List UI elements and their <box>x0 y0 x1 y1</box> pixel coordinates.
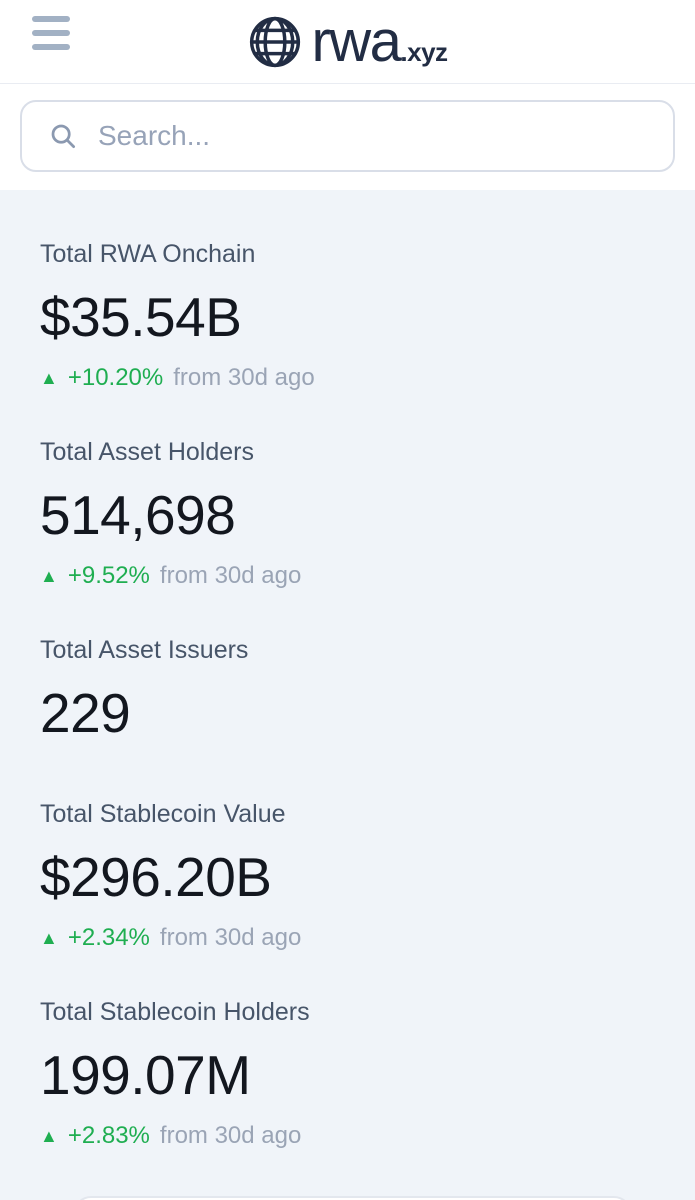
change-suffix: from 30d ago <box>159 1122 302 1149</box>
stat-label: Total Stablecoin Holders <box>40 998 310 1026</box>
stat-value: 199.07M <box>40 1044 251 1106</box>
change-percent: +2.83% <box>67 1122 150 1149</box>
change-suffix: from 30d ago <box>173 364 315 391</box>
logo-suffix: .xyz <box>400 36 448 67</box>
stat-total-rwa-onchain: Total RWA Onchain $35.54B ▲ +10.20% from… <box>40 240 665 392</box>
stat-total-asset-issuers: Total Asset Issuers 229 <box>40 636 665 742</box>
change-percent: +9.52% <box>67 562 150 589</box>
menu-button[interactable] <box>28 12 74 54</box>
stat-change: ▲ +9.52% from 30d ago <box>40 562 665 590</box>
stats-list: Total RWA Onchain $35.54B ▲ +10.20% from… <box>0 190 695 1200</box>
up-arrow-icon: ▲ <box>40 928 58 948</box>
stat-total-stablecoin-value: Total Stablecoin Value $296.20B ▲ +2.34%… <box>40 800 665 952</box>
search-input[interactable] <box>98 102 647 170</box>
change-percent: +10.20% <box>67 364 164 391</box>
search-icon <box>51 124 75 148</box>
search-section <box>0 84 695 190</box>
stat-total-asset-holders: Total Asset Holders 514,698 ▲ +9.52% fro… <box>40 438 665 590</box>
search-box <box>20 100 675 172</box>
change-suffix: from 30d ago <box>159 924 302 951</box>
stat-value: 229 <box>40 682 131 744</box>
logo[interactable]: rwa .xyz <box>247 8 448 74</box>
stat-label: Total RWA Onchain <box>40 240 256 268</box>
menu-icon <box>32 16 70 22</box>
stat-change: ▲ +10.20% from 30d ago <box>40 364 665 392</box>
stat-label: Total Asset Holders <box>40 438 254 466</box>
stat-value: $35.54B <box>40 286 242 348</box>
globe-icon <box>250 16 301 67</box>
logo-text: rwa <box>311 8 401 74</box>
stat-label: Total Stablecoin Value <box>40 800 286 828</box>
up-arrow-icon: ▲ <box>40 1126 58 1146</box>
stat-value: $296.20B <box>40 846 272 908</box>
change-percent: +2.34% <box>67 924 150 951</box>
change-suffix: from 30d ago <box>159 562 302 589</box>
content-card <box>73 1196 632 1200</box>
stat-label: Total Asset Issuers <box>40 636 249 664</box>
stat-change: ▲ +2.83% from 30d ago <box>40 1122 665 1150</box>
app-header: rwa .xyz <box>0 0 695 84</box>
stat-value: 514,698 <box>40 484 236 546</box>
stat-change: ▲ +2.34% from 30d ago <box>40 924 665 952</box>
up-arrow-icon: ▲ <box>40 566 58 586</box>
stat-total-stablecoin-holders: Total Stablecoin Holders 199.07M ▲ +2.83… <box>40 998 665 1150</box>
up-arrow-icon: ▲ <box>40 368 58 388</box>
